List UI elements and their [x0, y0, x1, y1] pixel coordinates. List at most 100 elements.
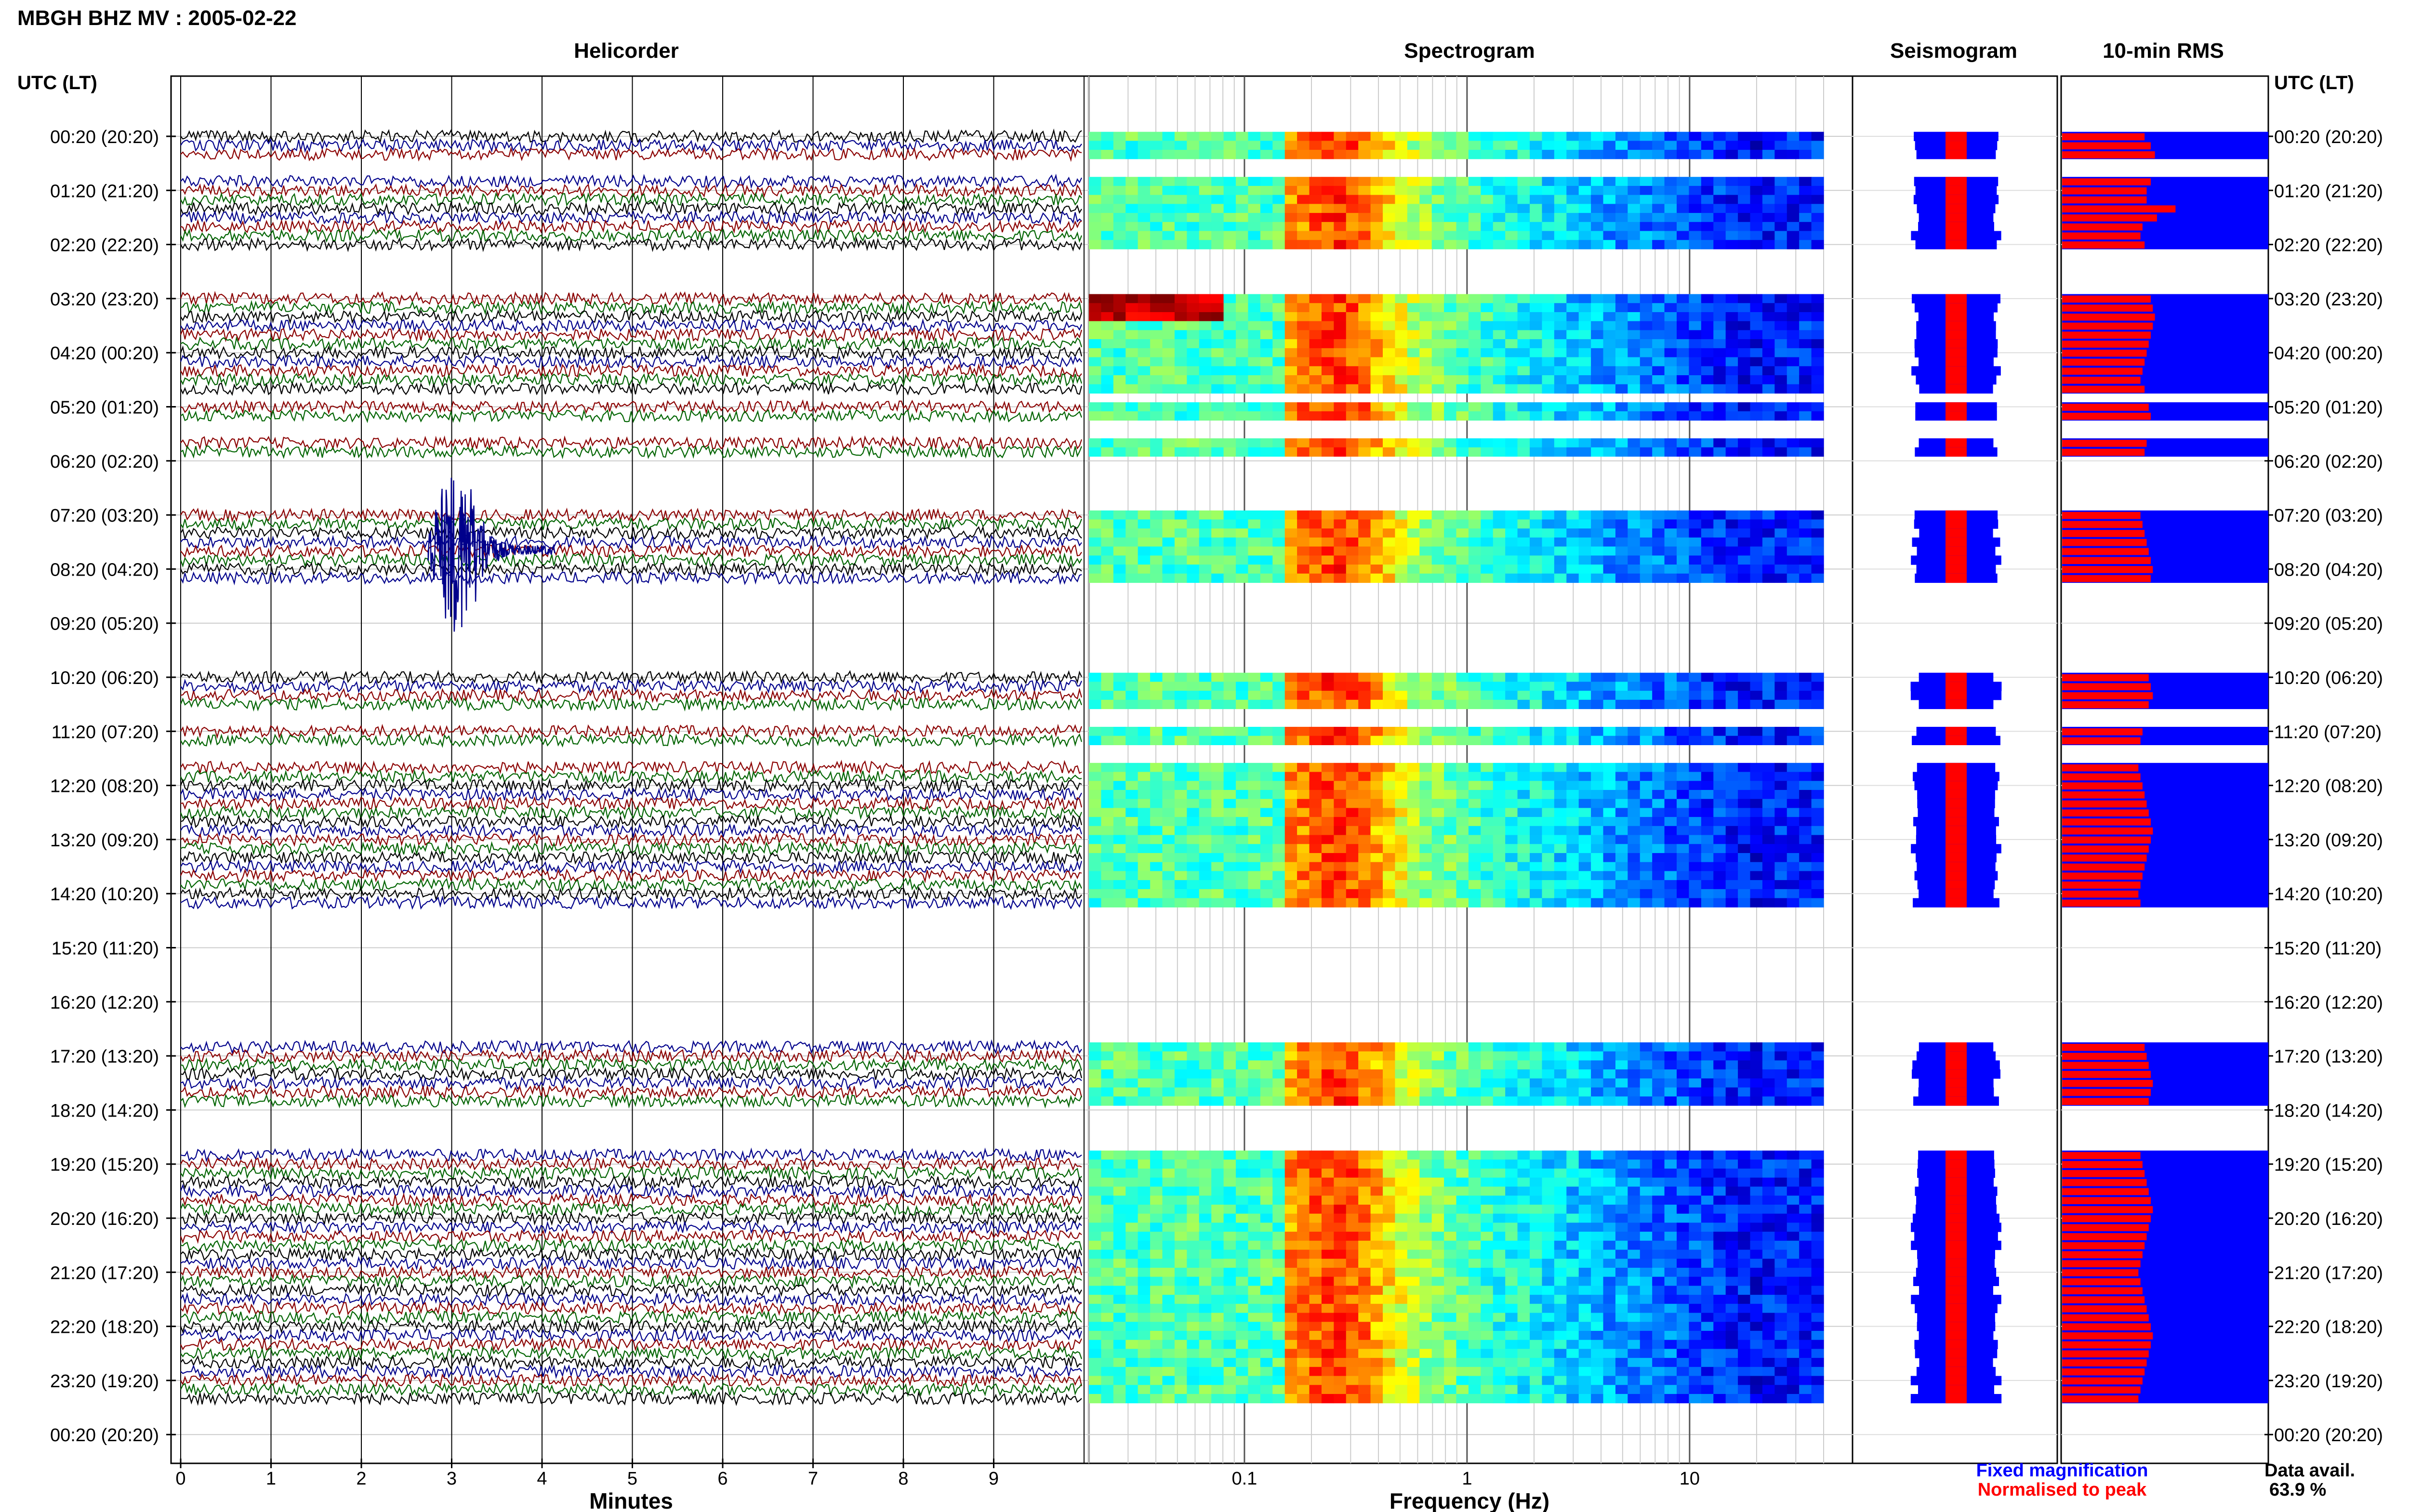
- spectrogram-cell: [1517, 131, 1530, 141]
- spectrogram-cell: [1530, 1060, 1543, 1070]
- spectrogram-cell: [1664, 384, 1677, 394]
- spectrogram-cell: [1199, 898, 1212, 907]
- spectrogram-cell: [1272, 781, 1285, 790]
- spectrogram-cell: [1346, 1295, 1359, 1304]
- spectrogram-cell: [1297, 772, 1310, 781]
- spectrogram-cell: [1517, 1042, 1530, 1052]
- spectrogram-cell: [1272, 150, 1285, 159]
- spectrogram-cell: [1162, 312, 1175, 322]
- spectrogram-cell: [1762, 150, 1775, 159]
- spectrogram-cell: [1689, 447, 1702, 457]
- spectrogram-cell: [1762, 348, 1775, 358]
- spectrogram-cell: [1309, 510, 1322, 520]
- spectrogram-cell: [1431, 799, 1444, 808]
- spectrogram-cell: [1309, 528, 1322, 538]
- spectrogram-cell: [1799, 826, 1812, 836]
- spectrogram-cell: [1334, 1259, 1347, 1268]
- spectrogram-cell: [1603, 537, 1616, 547]
- spectrogram-cell: [1138, 447, 1151, 457]
- spectrogram-cell: [1334, 1177, 1347, 1187]
- spectrogram-cell: [1615, 565, 1628, 574]
- spectrogram-cell: [1407, 826, 1420, 836]
- spectrogram-cell: [1272, 204, 1285, 213]
- spectrogram-cell: [1591, 321, 1604, 331]
- spectrogram-cell: [1530, 772, 1543, 781]
- spectrogram-cell: [1542, 808, 1555, 817]
- spectrogram-cell: [1481, 213, 1494, 223]
- spectrogram-cell: [1284, 510, 1297, 520]
- spectrogram-cell: [1517, 1232, 1530, 1241]
- spectrogram-cell: [1334, 510, 1347, 520]
- spectrogram-cell: [1456, 835, 1469, 844]
- spectrogram-cell: [1419, 402, 1432, 412]
- spectrogram-cell: [1554, 880, 1567, 890]
- spectrogram-cell: [1493, 294, 1506, 303]
- spectrogram-cell: [1468, 1249, 1481, 1259]
- spectrogram-cell: [1223, 366, 1236, 376]
- spectrogram-cell: [1738, 1267, 1751, 1277]
- spectrogram-cell: [1260, 826, 1273, 836]
- spectrogram-cell: [1530, 402, 1543, 412]
- spectrogram-cell: [1101, 781, 1114, 790]
- spectrogram-cell: [1407, 789, 1420, 800]
- spectrogram-cell: [1554, 141, 1567, 150]
- spectrogram-cell: [1713, 880, 1726, 890]
- spectrogram-cell: [1505, 294, 1518, 303]
- spectrogram-cell: [1591, 519, 1604, 529]
- spectrogram-cell: [1174, 1295, 1187, 1304]
- spectrogram-cell: [1248, 699, 1261, 710]
- spectrogram-cell: [1542, 447, 1555, 457]
- spectrogram-cell: [1089, 141, 1102, 150]
- spectrogram-cell: [1677, 1042, 1690, 1052]
- spectrogram-cell: [1272, 546, 1285, 556]
- spectrogram-cell: [1236, 555, 1249, 565]
- spectrogram-cell: [1431, 565, 1444, 574]
- spectrogram-cell: [1358, 1196, 1371, 1205]
- spectrogram-cell: [1566, 384, 1579, 394]
- spectrogram-cell: [1150, 898, 1163, 907]
- spectrogram-cell: [1628, 826, 1641, 836]
- spectrogram-cell: [1395, 772, 1408, 781]
- spectrogram-cell: [1628, 1069, 1641, 1079]
- spectrogram-cell: [1358, 384, 1371, 394]
- spectrogram-cell: [1677, 799, 1690, 808]
- spectrogram-cell: [1199, 204, 1212, 213]
- spectrogram-cell: [1774, 1267, 1787, 1277]
- spectrogram-cell: [1493, 672, 1506, 682]
- spectrogram-cell: [1089, 528, 1102, 538]
- spectrogram-cell: [1530, 1087, 1543, 1097]
- spectrogram-cell: [1272, 438, 1285, 448]
- spectrogram-cell: [1199, 826, 1212, 836]
- spectrogram-cell: [1725, 808, 1738, 817]
- spectrogram-cell: [1640, 880, 1653, 890]
- spectrogram-cell: [1162, 826, 1175, 836]
- spectrogram-cell: [1468, 853, 1481, 863]
- spectrogram-cell: [1542, 889, 1555, 899]
- spectrogram-cell: [1578, 1096, 1591, 1106]
- spectrogram-cell: [1664, 411, 1677, 421]
- spectrogram-cell: [1150, 1177, 1163, 1187]
- spectrogram-cell: [1542, 781, 1555, 790]
- spectrogram-cell: [1174, 691, 1187, 700]
- spectrogram-cell: [1101, 348, 1114, 358]
- spectrogram-cell: [1321, 375, 1334, 385]
- spectrogram-cell: [1517, 789, 1530, 800]
- spectrogram-cell: [1652, 835, 1665, 844]
- spectrogram-cell: [1664, 672, 1677, 682]
- spectrogram-cell: [1517, 402, 1530, 412]
- spectrogram-cell: [1284, 375, 1297, 385]
- spectrogram-cell: [1223, 1169, 1236, 1178]
- spectrogram-cell: [1725, 1232, 1738, 1241]
- spectrogram-cell: [1211, 736, 1224, 745]
- spectrogram-cell: [1089, 1159, 1102, 1169]
- spectrogram-cell: [1162, 1177, 1175, 1187]
- spectrogram-cell: [1456, 573, 1469, 583]
- spectrogram-cell: [1505, 240, 1518, 250]
- spectrogram-cell: [1628, 537, 1641, 547]
- spectrogram-cell: [1517, 384, 1530, 394]
- spectrogram-cell: [1248, 826, 1261, 836]
- spectrogram-cell: [1701, 1267, 1714, 1277]
- spectrogram-cell: [1566, 150, 1579, 159]
- spectrogram-cell: [1566, 357, 1579, 367]
- spectrogram-cell: [1652, 672, 1665, 682]
